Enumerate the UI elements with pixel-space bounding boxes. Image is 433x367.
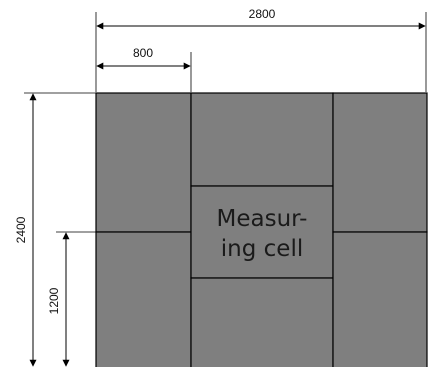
panel-center-bottom (190, 277, 334, 367)
panel-left-bottom (95, 231, 192, 367)
panel-left-top (95, 92, 192, 233)
panel-right-top (332, 92, 428, 233)
dimension-label-half-height: 1200 (47, 287, 61, 314)
dimension-label-total-width: 2800 (249, 7, 276, 21)
dimension-half-height: 1200 (47, 232, 70, 367)
dimension-total-width: 2800 (96, 7, 426, 30)
panel-center-top (190, 92, 334, 187)
measuring-cell-label-line2: ing cell (221, 236, 303, 262)
dimension-label-total-height: 2400 (14, 216, 28, 243)
measuring-cell-label: Measur- ing cell (217, 206, 308, 262)
panel-grid (95, 92, 428, 367)
dimension-total-height: 2400 (14, 93, 37, 367)
dimension-label-panel-width: 800 (133, 46, 153, 60)
panel-right-bottom (332, 231, 428, 367)
dimension-panel-width: 800 (96, 46, 191, 70)
measuring-cell-label-line1: Measur- (217, 206, 308, 232)
extension-lines (24, 12, 427, 233)
measuring-cell-panel (190, 185, 334, 279)
